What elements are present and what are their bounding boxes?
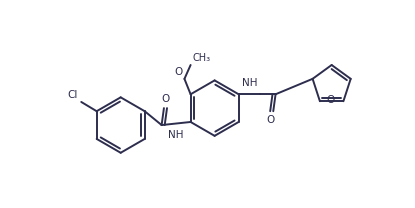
Text: Cl: Cl: [68, 90, 78, 100]
Text: CH₃: CH₃: [192, 53, 210, 63]
Text: O: O: [267, 115, 275, 125]
Text: NH: NH: [242, 78, 257, 88]
Text: O: O: [175, 67, 183, 77]
Text: O: O: [161, 94, 170, 104]
Text: O: O: [326, 95, 334, 105]
Text: NH: NH: [168, 130, 184, 140]
